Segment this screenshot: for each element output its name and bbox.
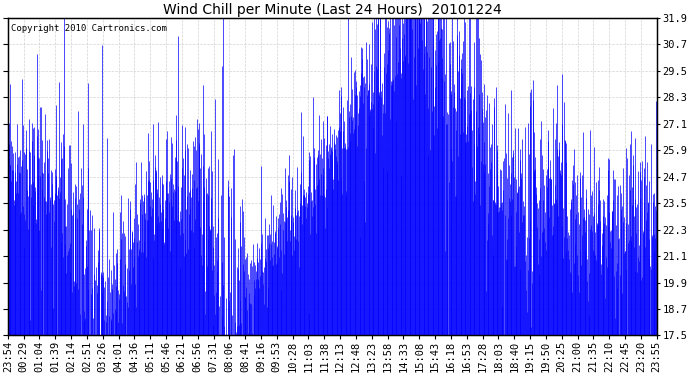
Title: Wind Chill per Minute (Last 24 Hours)  20101224: Wind Chill per Minute (Last 24 Hours) 20… (163, 3, 502, 17)
Text: Copyright 2010 Cartronics.com: Copyright 2010 Cartronics.com (11, 24, 167, 33)
